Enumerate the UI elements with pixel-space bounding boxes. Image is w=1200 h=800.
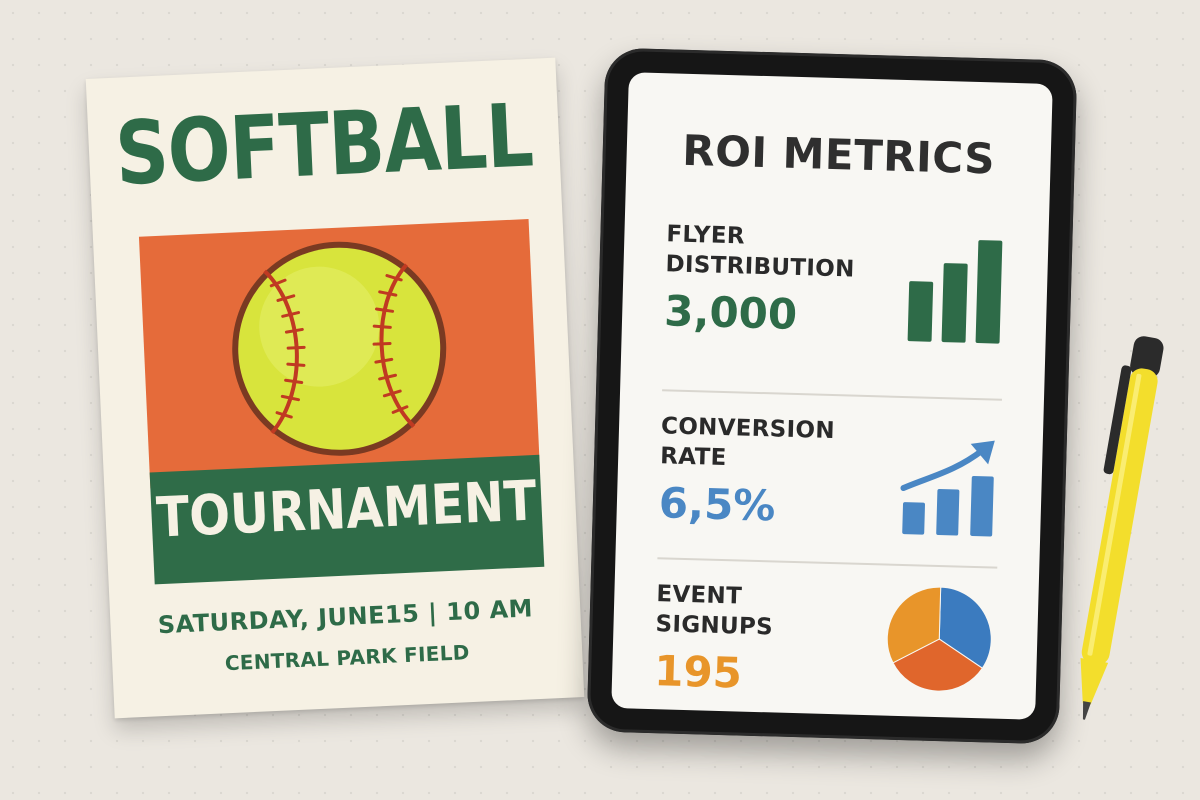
flyer-subtitle: TOURNAMENT [155,468,538,551]
flyer-date-time: SATURDAY, JUNE15 | 10 AM [157,594,534,640]
pie-slice-3 [886,586,942,664]
bar-2 [941,263,968,343]
bar-3 [975,240,1003,344]
metric-event-signups: EVENT SIGNUPS 195 [652,579,996,720]
metric-label: FLYER DISTRIBUTION [665,221,855,283]
flyer-venue: CENTRAL PARK FIELD [224,640,471,676]
metric-label: EVENT SIGNUPS [655,581,774,641]
bar-3 [970,475,994,537]
metric-flyer-distribution: FLYER DISTRIBUTION 3,000 [662,219,1006,388]
tablet-screen: ROI METRICS FLYER DISTRIBUTION 3,000 CON… [611,72,1053,720]
tablet-device: ROI METRICS FLYER DISTRIBUTION 3,000 CON… [586,47,1078,745]
bar-2 [936,489,960,536]
bar-chart-icon [903,234,1006,351]
yellow-pen [1050,326,1180,726]
pie-slice-2 [892,638,984,692]
trend-up-icon [898,436,1001,543]
pie-slice-1 [938,586,992,669]
bar-1 [907,281,934,342]
divider [662,389,1002,401]
flyer-artwork [138,219,540,489]
bar-1 [902,502,926,535]
roi-title: ROI METRICS [681,125,996,184]
flyer-banner: TOURNAMENT [149,454,545,585]
metric-label: CONVERSION RATE [659,413,836,472]
tournament-flyer: SOFTBALL [85,57,585,719]
pie-chart-icon [882,582,997,701]
softball-icon [223,233,455,465]
flyer-title: SOFTBALL [113,85,535,206]
metric-conversion-rate: CONVERSION RATE 6,5% [657,411,1001,580]
